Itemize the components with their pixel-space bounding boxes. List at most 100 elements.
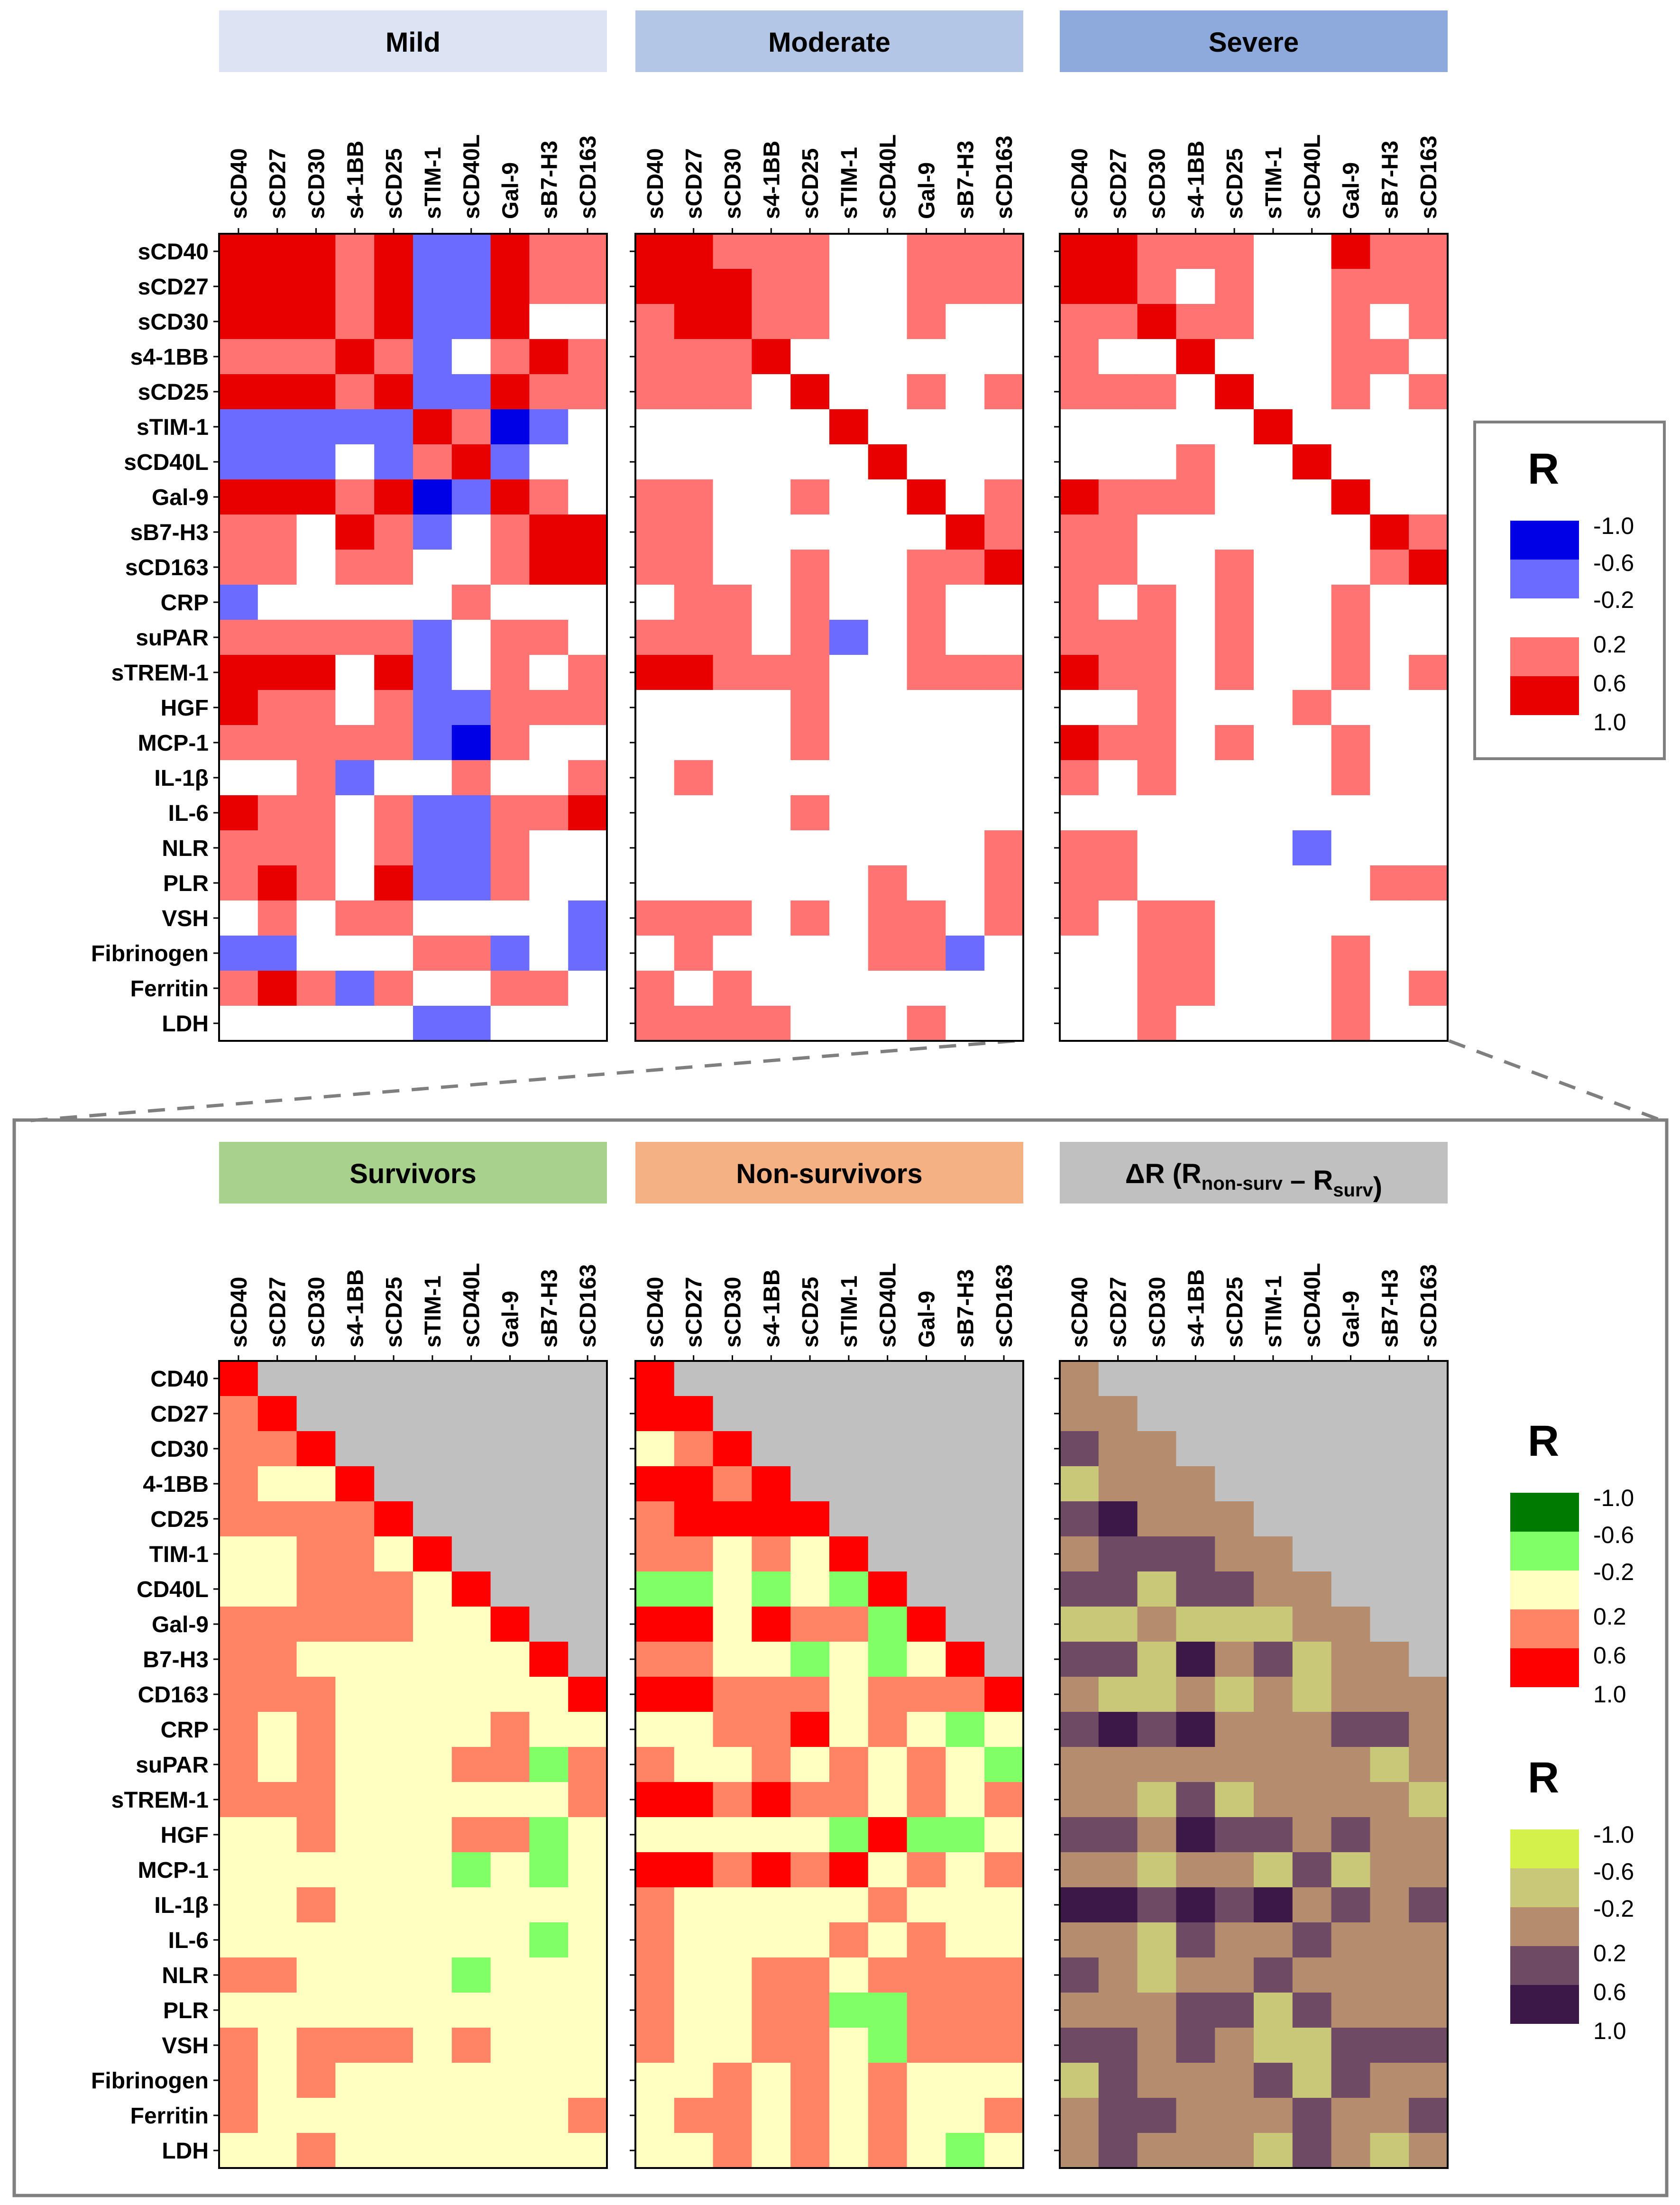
heatmap-cell bbox=[257, 269, 297, 304]
masked-cell bbox=[1137, 1361, 1176, 1396]
heatmap-cell bbox=[907, 690, 946, 726]
heatmap-cell bbox=[752, 690, 791, 726]
row-label: CD30 bbox=[150, 1437, 209, 1462]
heatmap-cell bbox=[946, 339, 985, 375]
heatmap-cell bbox=[1137, 1536, 1176, 1572]
masked-cell bbox=[984, 1536, 1024, 1572]
legend-swatch bbox=[1510, 560, 1579, 598]
heatmap-cell bbox=[1254, 936, 1293, 971]
masked-cell bbox=[752, 1396, 791, 1432]
heatmap-cell bbox=[1254, 514, 1293, 550]
masked-cell bbox=[1409, 1607, 1448, 1642]
heatmap-cell bbox=[635, 1571, 675, 1607]
heatmap-cell bbox=[1370, 1782, 1409, 1818]
heatmap-cell bbox=[1098, 374, 1138, 410]
heatmap-cell bbox=[635, 2098, 675, 2133]
zoom-connector-left bbox=[18, 1039, 1015, 1123]
heatmap-cell bbox=[1292, 269, 1332, 304]
heatmap-cell bbox=[1254, 339, 1293, 375]
heatmap-cell bbox=[1137, 620, 1176, 655]
row-label: MCP-1 bbox=[138, 1858, 209, 1883]
heatmap-cell bbox=[829, 304, 869, 340]
heatmap-cell bbox=[1137, 514, 1176, 550]
heatmap-cell bbox=[1215, 1006, 1254, 1041]
heatmap-cell bbox=[713, 1466, 752, 1502]
heatmap-cell bbox=[490, 2063, 530, 2098]
heatmap-cell bbox=[946, 550, 985, 585]
heatmap-cell bbox=[713, 1501, 752, 1537]
column-label: sCD40 bbox=[643, 148, 668, 219]
heatmap-cell bbox=[984, 2098, 1024, 2133]
heatmap-cell bbox=[1098, 444, 1138, 480]
heatmap-cell bbox=[752, 2028, 791, 2063]
heatmap-cell bbox=[713, 1747, 752, 1782]
heatmap-cell bbox=[1331, 514, 1370, 550]
heatmap-cell bbox=[907, 269, 946, 304]
heatmap-cell bbox=[984, 234, 1024, 269]
row-label: sCD40L bbox=[124, 450, 209, 475]
heatmap-cell bbox=[374, 760, 413, 796]
heatmap-cell bbox=[1060, 1677, 1099, 1712]
masked-cell bbox=[946, 1607, 985, 1642]
heatmap-cell bbox=[868, 2133, 908, 2168]
heatmap-cell bbox=[1060, 2063, 1099, 2098]
heatmap-cell bbox=[451, 1782, 491, 1818]
heatmap-cell bbox=[490, 374, 530, 410]
heatmap-cell bbox=[335, 269, 375, 304]
heatmap-cell bbox=[257, 1431, 297, 1467]
heatmap-cell bbox=[674, 304, 714, 340]
heatmap-cell bbox=[1060, 865, 1099, 901]
masked-cell bbox=[490, 1431, 530, 1467]
heatmap-cell bbox=[413, 444, 452, 480]
panel-r-rnon-surv-rsurv: ΔR (Rnon-surv – Rsurv)sCD40 sCD27 sCD30 s4-… bbox=[1054, 1142, 1449, 2169]
masked-cell bbox=[984, 1571, 1024, 1607]
masked-cell bbox=[790, 1361, 830, 1396]
heatmap-cell bbox=[1292, 1642, 1332, 1677]
heatmap-cell bbox=[335, 1782, 375, 1818]
heatmap-cell bbox=[1176, 234, 1215, 269]
heatmap-cell bbox=[674, 1431, 714, 1467]
heatmap-cell bbox=[568, 550, 607, 585]
heatmap-cell bbox=[296, 234, 336, 269]
heatmap-cell bbox=[1292, 1817, 1332, 1853]
masked-cell bbox=[413, 1361, 452, 1396]
heatmap-cell bbox=[219, 269, 258, 304]
heatmap-cell bbox=[529, 550, 569, 585]
heatmap-cell bbox=[674, 444, 714, 480]
row-label: sCD163 bbox=[125, 555, 209, 580]
heatmap-cell bbox=[1176, 830, 1215, 866]
heatmap-cell bbox=[1137, 1747, 1176, 1782]
heatmap-cell bbox=[568, 971, 607, 1006]
heatmap-cell bbox=[1137, 971, 1176, 1006]
heatmap-cell bbox=[868, 1817, 908, 1853]
heatmap-cell bbox=[1215, 514, 1254, 550]
masked-cell bbox=[1215, 1396, 1254, 1432]
heatmap-cell bbox=[907, 339, 946, 375]
heatmap-cell bbox=[868, 585, 908, 620]
panel-header-bar bbox=[1060, 1142, 1448, 1204]
heatmap-cell bbox=[568, 1817, 607, 1853]
legend-label: 1.0 bbox=[1593, 1681, 1626, 1708]
heatmap-cell bbox=[868, 374, 908, 410]
heatmap-cell bbox=[1292, 1922, 1332, 1958]
heatmap-cell bbox=[374, 936, 413, 971]
heatmap-cell bbox=[219, 479, 258, 515]
masked-cell bbox=[946, 1571, 985, 1607]
masked-cell bbox=[1215, 1361, 1254, 1396]
heatmap-cell bbox=[490, 585, 530, 620]
masked-cell bbox=[868, 1501, 908, 1537]
heatmap-cell bbox=[1370, 409, 1409, 445]
heatmap-cell bbox=[1060, 514, 1099, 550]
heatmap-cell bbox=[374, 900, 413, 936]
masked-cell bbox=[1409, 1466, 1448, 1502]
heatmap-cell bbox=[713, 936, 752, 971]
heatmap-cell bbox=[1292, 1747, 1332, 1782]
masked-cell bbox=[529, 1466, 569, 1502]
heatmap-cell bbox=[335, 865, 375, 901]
heatmap-cell bbox=[868, 550, 908, 585]
heatmap-cell bbox=[413, 1607, 452, 1642]
heatmap-cell bbox=[946, 1887, 985, 1923]
heatmap-cell bbox=[413, 1782, 452, 1818]
heatmap-cell bbox=[568, 444, 607, 480]
heatmap-cell bbox=[984, 550, 1024, 585]
